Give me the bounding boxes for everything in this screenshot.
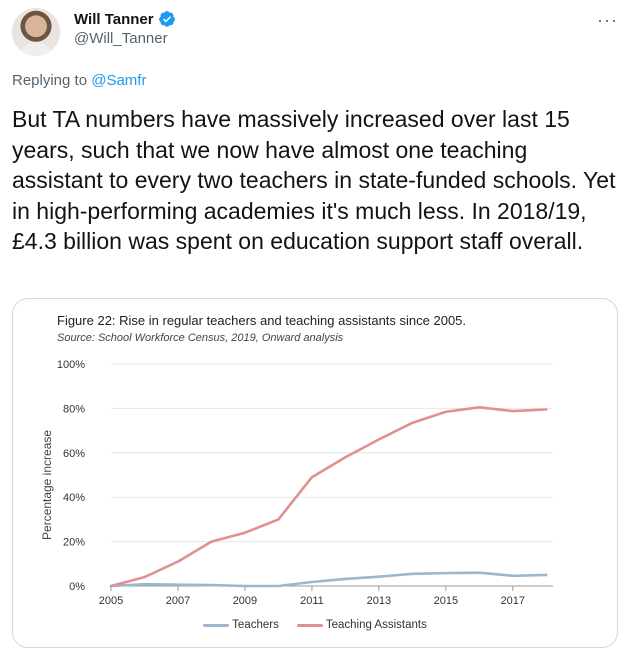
author-name-row[interactable]: Will Tanner <box>74 10 176 28</box>
series-line-teaching-assistants <box>109 405 548 588</box>
figure-title: Figure 22: Rise in regular teachers and … <box>57 313 467 328</box>
legend-swatch-teaching-assistants <box>296 623 323 627</box>
legend-item-teaching-assistants: Teaching Assistants <box>296 619 427 631</box>
y-axis-label: Percentage increase <box>40 430 54 540</box>
y-tick-label: 0% <box>69 581 85 593</box>
legend-label-teaching-assistants: Teaching Assistants <box>325 619 427 631</box>
tweet-header: Will Tanner @Will_Tanner ··· <box>12 8 618 56</box>
figure-source: Source: School Workforce Census, 2019, O… <box>57 332 344 344</box>
series-line-teachers <box>109 571 548 588</box>
x-tick-label: 2009 <box>233 595 257 607</box>
legend-item-teachers: Teachers <box>203 619 279 631</box>
x-tick-label: 2011 <box>300 595 324 607</box>
x-tick-label: 2005 <box>99 595 123 607</box>
chart-legend: Teachers Teaching Assistants <box>13 619 617 631</box>
x-tick-label: 2007 <box>166 595 190 607</box>
verified-badge-icon <box>158 11 175 27</box>
y-tick-label: 40% <box>63 492 85 504</box>
x-tick-label: 2017 <box>501 595 525 607</box>
legend-label-teachers: Teachers <box>232 619 279 631</box>
author-display-name[interactable]: Will Tanner <box>74 10 154 28</box>
more-options-icon[interactable]: ··· <box>597 10 618 30</box>
x-tick-label: 2015 <box>434 595 458 607</box>
attached-image-card[interactable]: Figure 22: Rise in regular teachers and … <box>12 298 618 648</box>
replying-prefix: Replying to <box>12 72 88 89</box>
x-tick-label: 2013 <box>367 595 391 607</box>
replying-to: Replying to @Samfr <box>12 72 146 89</box>
tweet-text: But TA numbers have massively increased … <box>12 106 616 254</box>
replying-mention-link[interactable]: @Samfr <box>91 72 147 89</box>
author-handle[interactable]: @Will_Tanner <box>74 30 168 47</box>
y-tick-label: 60% <box>63 448 85 460</box>
avatar-shoulders <box>18 42 54 56</box>
avatar[interactable] <box>12 8 60 56</box>
y-tick-label: 80% <box>63 403 85 415</box>
legend-swatch-teachers <box>203 623 230 627</box>
line-chart: 0% 20% 40% 60% 80% 100% 2005 2007 2009 2011 2013 20… <box>40 359 553 607</box>
y-tick-label: 20% <box>63 537 85 549</box>
y-tick-label: 100% <box>57 359 85 371</box>
